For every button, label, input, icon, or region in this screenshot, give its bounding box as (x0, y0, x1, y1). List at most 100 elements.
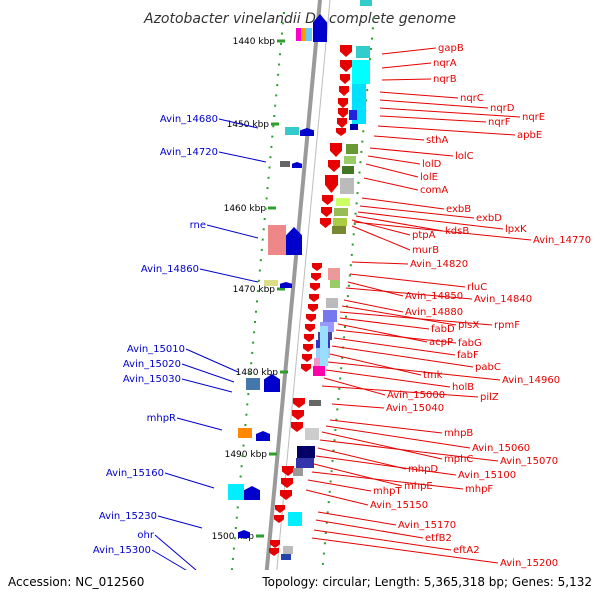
right-label-text: Avin_14960 (502, 375, 560, 386)
feature-box (346, 144, 358, 154)
scale-dot (276, 84, 279, 87)
scale-dot (359, 161, 362, 164)
reverse-gene-arrow (313, 14, 327, 42)
right-label: fabD (339, 317, 455, 335)
scale-dot (325, 521, 328, 524)
right-label: murB (351, 225, 439, 256)
left-label-text: Avin_15300 (93, 545, 151, 556)
right-label-text: Avin_15040 (386, 403, 444, 414)
right-label-text: mhpT (373, 486, 402, 497)
right-label-text: comA (420, 185, 448, 196)
forward-gene-arrow (280, 490, 292, 500)
right-label-text: murB (412, 245, 439, 256)
scale-dot (345, 315, 347, 318)
scale-dot (282, 12, 285, 14)
right-label-text: Avin_15200 (500, 558, 558, 569)
right-label-text: rpmF (494, 320, 520, 331)
feature-box (296, 458, 314, 468)
right-label: nqrA (381, 58, 457, 69)
scale-dot (355, 202, 358, 205)
scale-dot (348, 274, 351, 277)
feature-box (285, 127, 299, 135)
forward-gene-arrow (310, 283, 320, 291)
feature-box (280, 161, 290, 167)
forward-gene-arrow (309, 294, 319, 302)
right-label-text: kdsB (445, 226, 469, 237)
right-label: kdsB (355, 215, 469, 237)
right-label: nqrC (379, 91, 484, 104)
reverse-gene-arrow (300, 128, 314, 136)
forward-gene-arrow (312, 263, 322, 271)
backbone (262, 0, 331, 600)
right-label-text: plsX (458, 320, 479, 331)
right-label: nqrB (381, 74, 457, 85)
left-label: ohr (137, 530, 197, 571)
right-label: nqrF (379, 115, 511, 128)
forward-gene-arrow (270, 540, 280, 548)
right-label-text: Avin_14880 (405, 307, 463, 318)
right-label: mhpE (313, 463, 433, 492)
right-label: exbB (361, 197, 471, 215)
left-label: Avin_15160 (106, 468, 215, 489)
scale-dot (341, 356, 344, 359)
right-label: Avin_15000 (323, 377, 445, 401)
right-label: Avin_15100 (315, 455, 516, 481)
reverse-gene-arrow (286, 227, 302, 255)
right-label-text: Avin_14820 (410, 259, 468, 270)
right-label: lolD (367, 155, 442, 170)
scale-dot (236, 506, 239, 509)
right-label: pilZ (321, 385, 499, 403)
scale-dot (347, 284, 350, 287)
scale-dot (253, 331, 256, 334)
scale-dot (371, 27, 374, 30)
right-label: fabF (333, 337, 479, 361)
scale-dot (261, 238, 264, 241)
right-label: lolC (369, 147, 474, 162)
scale-dot (273, 115, 276, 117)
right-label-text: nqrC (460, 93, 484, 104)
reverse-gene-arrow (280, 282, 292, 288)
feature-box (297, 446, 315, 458)
feature-box (332, 226, 346, 234)
feature-box (246, 378, 260, 390)
reverse-gene-arrow (264, 374, 280, 392)
right-label-text: pilZ (480, 392, 499, 403)
right-label-text: mphC (444, 454, 473, 465)
scale-dot (262, 228, 265, 231)
scale-dot (256, 290, 259, 293)
scale-dot (344, 326, 346, 328)
scale-tick-label: 1470 kbp (233, 285, 276, 295)
right-label: rluC (349, 273, 487, 293)
right-label: mhpF (311, 471, 493, 495)
forward-gene-arrow (340, 74, 350, 84)
scale-dot (329, 480, 332, 483)
left-label: Avin_14720 (160, 147, 267, 163)
right-label: Avin_14880 (343, 299, 463, 318)
feature-box (305, 428, 319, 440)
right-label: holB (325, 369, 474, 393)
left-label: Avin_14860 (141, 264, 259, 283)
scale-tick-label: 1480 kbp (236, 368, 279, 378)
scale-dot (335, 418, 338, 421)
right-label-text: lpxK (505, 224, 527, 235)
forward-gene-arrow (292, 410, 304, 420)
left-label-text: Avin_15020 (123, 359, 181, 370)
scale-dot (270, 145, 273, 148)
right-label: exbD (359, 205, 502, 224)
right-label-text: eftA2 (453, 545, 480, 556)
right-label-text: Avin_15060 (472, 443, 530, 454)
feature-box (238, 428, 252, 438)
scale-dot (321, 562, 324, 565)
scale-dot (336, 408, 339, 411)
forward-gene-arrow (336, 128, 346, 136)
scale-dot (275, 94, 278, 97)
right-label-text: Avin_15070 (500, 456, 558, 467)
right-label: Avin_14850 (347, 281, 463, 302)
right-label: nqrE (379, 107, 545, 123)
right-label: mphC (321, 431, 473, 465)
forward-gene-arrow (339, 86, 349, 96)
scale-dot (351, 243, 354, 246)
feature-box (356, 46, 370, 58)
reverse-gene-arrow (256, 431, 270, 441)
